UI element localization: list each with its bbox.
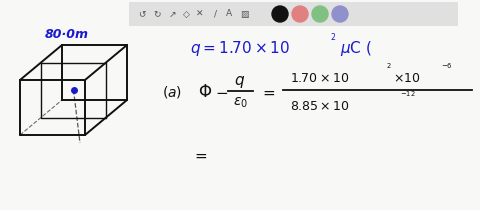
Text: $=$: $=$ [260, 84, 276, 100]
Text: ↗: ↗ [168, 9, 176, 18]
Text: $q = 1.70 \times 10$: $q = 1.70 \times 10$ [190, 38, 290, 58]
Text: ↻: ↻ [153, 9, 161, 18]
Text: $^2$: $^2$ [386, 63, 392, 73]
Circle shape [312, 6, 328, 22]
Circle shape [332, 6, 348, 22]
Text: $\varepsilon_0$: $\varepsilon_0$ [232, 96, 248, 110]
FancyBboxPatch shape [129, 2, 458, 26]
Text: $(a)$: $(a)$ [162, 84, 182, 100]
Circle shape [272, 6, 288, 22]
Text: $1.70 \times 10$: $1.70 \times 10$ [290, 71, 349, 84]
Text: $q$: $q$ [234, 74, 246, 90]
Text: $\Phi$: $\Phi$ [198, 83, 212, 101]
Text: $^{-6}$: $^{-6}$ [441, 63, 453, 73]
Text: ↺: ↺ [138, 9, 146, 18]
Text: $8.85 \times 10$: $8.85 \times 10$ [290, 100, 350, 113]
Text: ▨: ▨ [240, 9, 248, 18]
Text: /: / [214, 9, 216, 18]
Text: $\mu$C (: $\mu$C ( [340, 38, 372, 58]
Text: $^{-12}$: $^{-12}$ [400, 91, 416, 101]
Circle shape [292, 6, 308, 22]
Text: A: A [226, 9, 232, 18]
Text: $^2$: $^2$ [330, 33, 336, 43]
Text: ✕: ✕ [196, 9, 204, 18]
Text: $\times 10$: $\times 10$ [393, 71, 420, 84]
Text: $=$: $=$ [192, 147, 208, 163]
Text: $-$: $-$ [216, 84, 228, 100]
Text: 80·0m: 80·0m [45, 29, 89, 42]
Text: ◇: ◇ [182, 9, 190, 18]
